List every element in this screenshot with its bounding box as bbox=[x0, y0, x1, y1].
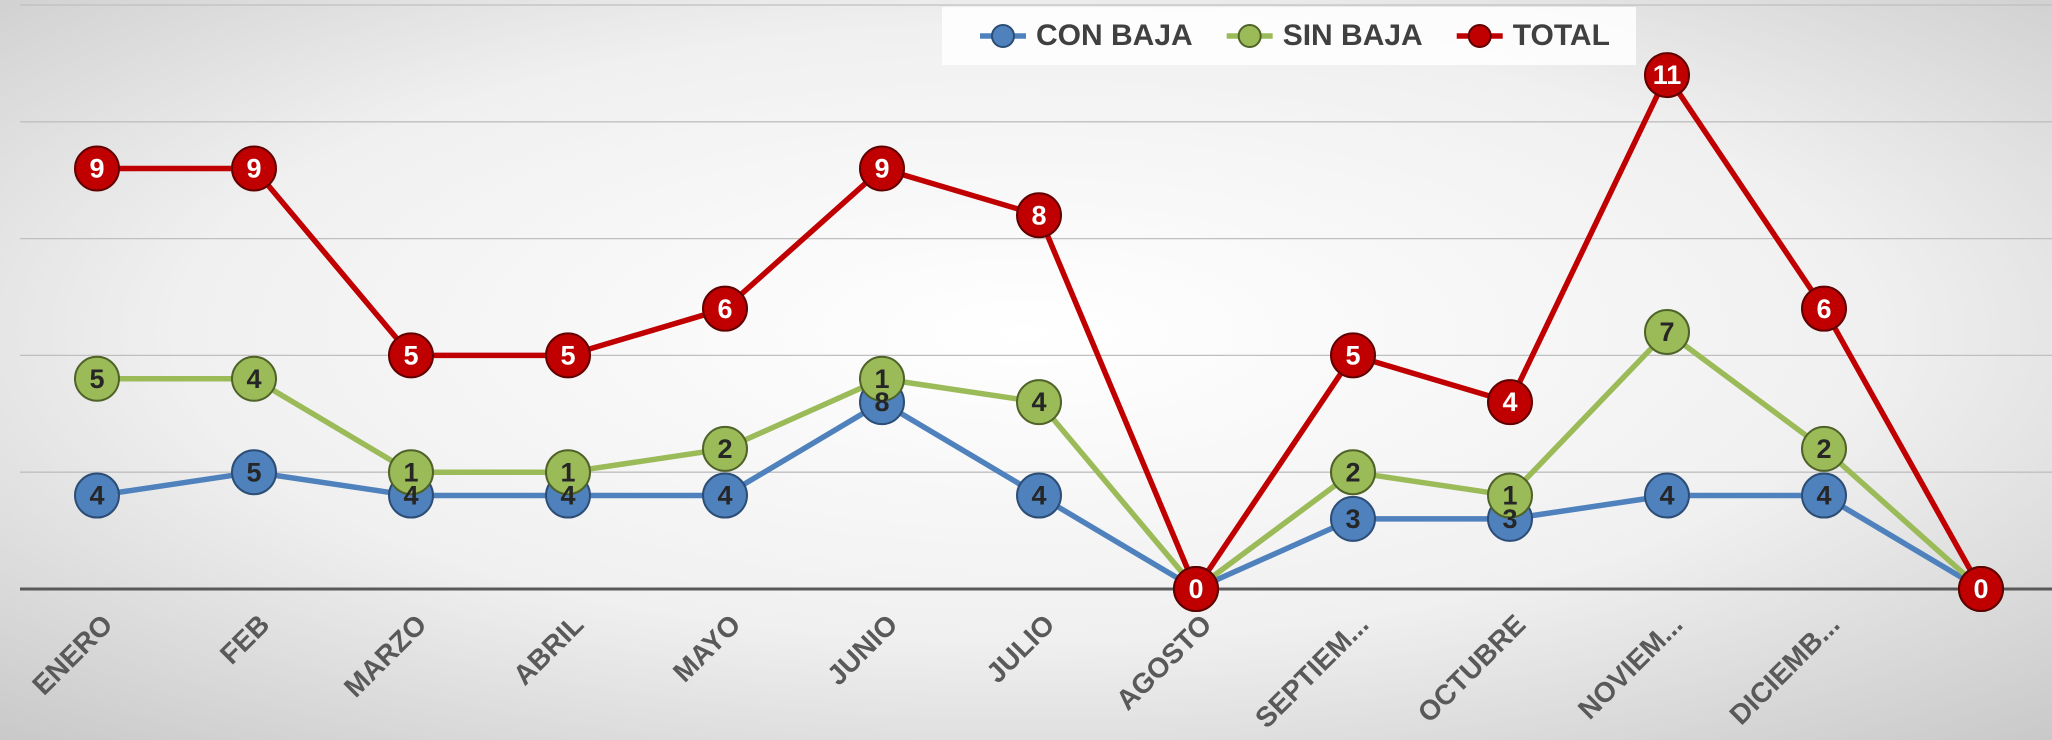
marker bbox=[702, 425, 748, 472]
marker bbox=[1644, 52, 1690, 99]
data-label: 1 bbox=[874, 364, 889, 394]
marker bbox=[388, 449, 434, 496]
data-label: 0 bbox=[1973, 574, 1988, 604]
marker bbox=[702, 285, 748, 332]
marker bbox=[1644, 472, 1690, 519]
marker bbox=[1487, 379, 1533, 426]
data-label: 7 bbox=[1659, 317, 1674, 347]
data-label: 11 bbox=[1653, 60, 1682, 90]
data-label: 5 bbox=[560, 341, 575, 371]
data-label: 2 bbox=[1816, 434, 1831, 464]
data-label: 4 bbox=[717, 481, 732, 511]
data-label: 0 bbox=[1188, 574, 1203, 604]
legend-label: SIN BAJA bbox=[1283, 19, 1423, 52]
marker bbox=[1016, 472, 1062, 519]
data-label: 2 bbox=[1345, 457, 1360, 487]
marker bbox=[1330, 449, 1376, 496]
marker bbox=[74, 145, 120, 192]
data-label: 6 bbox=[717, 294, 732, 324]
legend-marker bbox=[991, 24, 1015, 48]
marker bbox=[1330, 495, 1376, 542]
data-label: 5 bbox=[246, 457, 261, 487]
legend-label: CON BAJA bbox=[1036, 19, 1193, 52]
marker bbox=[1801, 472, 1847, 519]
data-label: 4 bbox=[1816, 481, 1831, 511]
data-label: 3 bbox=[1345, 504, 1360, 534]
marker bbox=[1016, 379, 1062, 426]
data-label: 4 bbox=[1502, 387, 1517, 417]
marker bbox=[702, 472, 748, 519]
data-label: 9 bbox=[874, 154, 889, 184]
data-label: 5 bbox=[1345, 341, 1360, 371]
data-label: 3 bbox=[1502, 504, 1517, 534]
data-label: 4 bbox=[1031, 387, 1046, 417]
marker bbox=[1958, 566, 2004, 612]
data-label: 8 bbox=[1031, 200, 1046, 230]
data-label: 2 bbox=[717, 434, 732, 464]
marker bbox=[859, 355, 905, 402]
data-label: 0 bbox=[1973, 574, 1988, 604]
data-label: 4 bbox=[1659, 481, 1674, 511]
marker bbox=[545, 332, 591, 379]
legend-marker bbox=[1237, 24, 1262, 48]
data-label: 5 bbox=[89, 364, 104, 394]
marker bbox=[231, 355, 277, 402]
data-label: 9 bbox=[89, 154, 104, 184]
marker bbox=[1487, 472, 1533, 519]
marker bbox=[545, 449, 591, 496]
marker bbox=[1644, 309, 1690, 356]
marker bbox=[859, 145, 905, 192]
marker bbox=[388, 332, 434, 379]
data-label: 4 bbox=[560, 481, 575, 511]
legend: CON BAJA SIN BAJA TOTAL bbox=[980, 19, 1610, 52]
marker bbox=[1330, 332, 1376, 379]
data-label: 0 bbox=[1188, 574, 1203, 604]
marker bbox=[1173, 566, 1219, 612]
data-label: 4 bbox=[246, 364, 261, 394]
markers bbox=[74, 52, 2004, 612]
data-label: 4 bbox=[1031, 481, 1046, 511]
marker bbox=[74, 355, 120, 402]
data-label: 0 bbox=[1188, 574, 1203, 604]
legend-marker bbox=[1467, 24, 1492, 48]
data-label: 9 bbox=[246, 154, 261, 184]
data-label: 1 bbox=[403, 457, 418, 487]
marker bbox=[1801, 425, 1847, 472]
data-label: 1 bbox=[1502, 481, 1517, 511]
data-label: 4 bbox=[403, 481, 418, 511]
marker bbox=[231, 449, 277, 496]
data-label: 1 bbox=[560, 457, 575, 487]
grid bbox=[20, 4, 2052, 591]
data-label: 0 bbox=[1973, 574, 1988, 604]
data-label: 4 bbox=[89, 481, 104, 511]
marker bbox=[74, 472, 120, 519]
marker bbox=[231, 145, 277, 192]
legend-box bbox=[942, 7, 1636, 65]
data-label: 5 bbox=[403, 341, 418, 371]
data-label: 6 bbox=[1816, 294, 1831, 324]
marker bbox=[1016, 192, 1062, 239]
data-label: 8 bbox=[874, 387, 889, 417]
legend-label: TOTAL bbox=[1513, 19, 1610, 52]
marker bbox=[1801, 285, 1847, 332]
